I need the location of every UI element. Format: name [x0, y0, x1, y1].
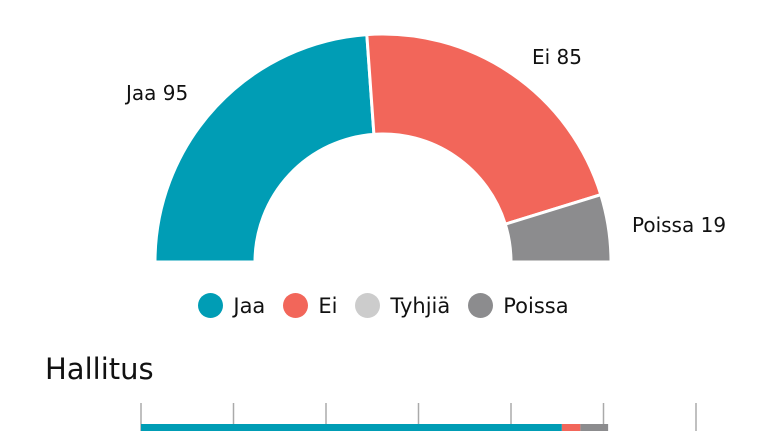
legend-label: Jaa	[233, 293, 266, 318]
section-title: Hallitus	[45, 352, 154, 386]
legend-label: Poissa	[503, 293, 569, 318]
legend-swatch	[283, 293, 309, 318]
slice-label: Poissa 19	[632, 213, 726, 237]
slice-label: Jaa 95	[124, 81, 188, 105]
bar-segment-jaa	[141, 424, 562, 431]
legend: Jaa Ei Tyhjiä Poissa	[0, 293, 767, 318]
bar-segment-poissa	[580, 424, 609, 431]
slice-ei	[365, 32, 603, 227]
legend-item-poissa: Poissa	[468, 293, 569, 318]
legend-item-tyhjia: Tyhjiä	[355, 293, 450, 318]
legend-item-ei: Ei	[283, 293, 337, 318]
slice-jaa	[153, 32, 376, 264]
slice-poissa	[503, 192, 613, 264]
slice-label: Ei 85	[532, 45, 582, 69]
legend-swatch	[468, 293, 494, 318]
semi-donut-chart: Jaa 95 Ei 85 Poissa 19	[124, 32, 726, 264]
legend-item-jaa: Jaa	[198, 293, 265, 318]
hallitus-bar-chart	[140, 403, 697, 431]
legend-swatch	[198, 293, 224, 318]
legend-swatch	[355, 293, 381, 318]
legend-label: Tyhjiä	[390, 293, 451, 318]
bar-segment-ei	[561, 424, 581, 431]
legend-label: Ei	[318, 293, 338, 318]
